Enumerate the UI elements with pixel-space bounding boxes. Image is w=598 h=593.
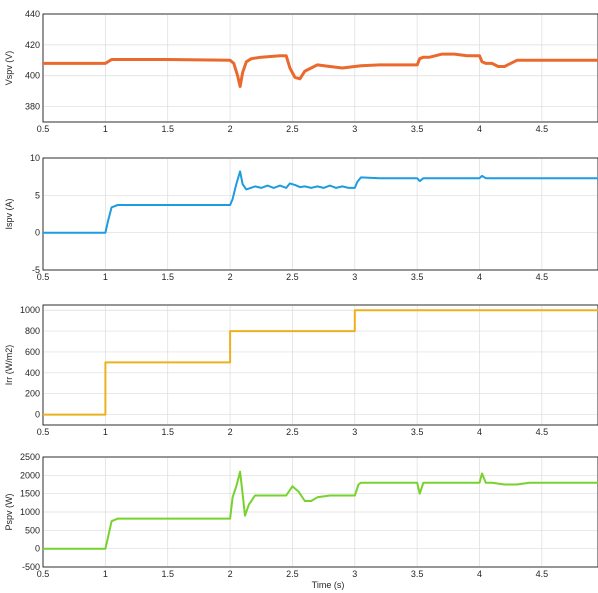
y-tick-label: 0 <box>35 544 40 554</box>
x-tick-label: 2 <box>228 124 233 134</box>
y-tick-label: 500 <box>25 525 40 535</box>
y-tick-label: -500 <box>22 562 40 572</box>
x-tick-label: 0.5 <box>37 272 50 282</box>
y-axis-label: Irr (W/m2) <box>4 345 14 386</box>
chart-panel-1: 0.5 1 1.5 2 2.5 3 3.5 4 4.5 380 400 420 440 Vspv (V) <box>4 9 598 134</box>
x-tick-label: 2.5 <box>286 124 299 134</box>
axis-box <box>42 157 598 271</box>
y-tick-label: 400 <box>25 368 40 378</box>
x-tick-label: 1.5 <box>161 569 174 579</box>
x-tick-label: 2 <box>228 427 233 437</box>
y-tick-label: 800 <box>25 326 40 336</box>
plot-area <box>42 13 598 123</box>
x-tick-label: 2.5 <box>286 427 299 437</box>
x-tick-label: 2 <box>228 272 233 282</box>
x-tick-label: 4 <box>477 124 482 134</box>
y-tick-label: 600 <box>25 347 40 357</box>
plot-area <box>42 157 598 271</box>
y-tick-label: 1000 <box>20 305 40 315</box>
chart-panel-3: 0.5 1 1.5 2 2.5 3 3.5 4 4.5 0 200 400 600 800 1000 Irr … <box>4 304 598 437</box>
x-tick-label: 4 <box>477 569 482 579</box>
x-tick-label: 0.5 <box>37 427 50 437</box>
y-tick-label: 420 <box>25 40 40 50</box>
axis-box <box>42 13 598 123</box>
plot-area <box>42 304 598 426</box>
x-tick-label: 3.5 <box>411 427 424 437</box>
x-tick-label: 3 <box>352 569 357 579</box>
x-tick-label: 2 <box>228 569 233 579</box>
x-tick-label: 3 <box>352 272 357 282</box>
y-tick-label: 2000 <box>20 470 40 480</box>
y-tick-label: 5 <box>35 190 40 200</box>
chart-panel-4: 0.5 1 1.5 2 2.5 3 3.5 4 4.5 -500 0 500 1000 1500 2000 2… <box>4 452 598 579</box>
x-tick-label: 4.5 <box>536 569 549 579</box>
x-tick-label: 4.5 <box>536 427 549 437</box>
y-tick-label: 1000 <box>20 507 40 517</box>
x-tick-label: 3.5 <box>411 124 424 134</box>
x-tick-label: 3.5 <box>411 272 424 282</box>
x-tick-label: 0.5 <box>37 569 50 579</box>
y-tick-label: 1500 <box>20 489 40 499</box>
y-tick-label: 10 <box>30 153 40 163</box>
y-tick-label: 380 <box>25 102 40 112</box>
y-tick-label: 400 <box>25 71 40 81</box>
y-tick-label: 0 <box>35 410 40 420</box>
x-tick-label: 1 <box>103 569 108 579</box>
x-tick-label: 4 <box>477 427 482 437</box>
axis-box <box>42 456 598 568</box>
x-tick-label: 1.5 <box>161 272 174 282</box>
chart-panel-2: 0.5 1 1.5 2 2.5 3 3.5 4 4.5 -5 0 5 10 Ispv (A) <box>4 153 598 282</box>
x-tick-label: 0.5 <box>37 124 50 134</box>
x-axis-label: Time (s) <box>312 580 345 590</box>
y-tick-label: 440 <box>25 9 40 19</box>
y-axis-label: Pspv (W) <box>4 493 14 530</box>
y-tick-label: 2500 <box>20 452 40 462</box>
x-tick-label: 2.5 <box>286 272 299 282</box>
x-tick-label: 1 <box>103 272 108 282</box>
x-tick-label: 4.5 <box>536 272 549 282</box>
axis-box <box>42 304 598 426</box>
series-line <box>43 170 598 234</box>
x-tick-label: 1 <box>103 427 108 437</box>
x-tick-label: 1 <box>103 124 108 134</box>
x-tick-label: 1.5 <box>161 427 174 437</box>
x-tick-label: 3 <box>352 124 357 134</box>
y-tick-label: 0 <box>35 228 40 238</box>
x-tick-label: 4.5 <box>536 124 549 134</box>
series-line <box>43 309 598 416</box>
y-axis-label: Vspv (V) <box>4 51 14 86</box>
series-line <box>43 470 598 550</box>
y-tick-label: 200 <box>25 389 40 399</box>
series-line <box>43 52 598 88</box>
x-tick-label: 4 <box>477 272 482 282</box>
x-tick-label: 2.5 <box>286 569 299 579</box>
y-tick-label: -5 <box>32 265 40 275</box>
x-tick-label: 3.5 <box>411 569 424 579</box>
x-tick-label: 3 <box>352 427 357 437</box>
y-axis-label: Ispv (A) <box>4 198 14 229</box>
x-tick-label: 1.5 <box>161 124 174 134</box>
